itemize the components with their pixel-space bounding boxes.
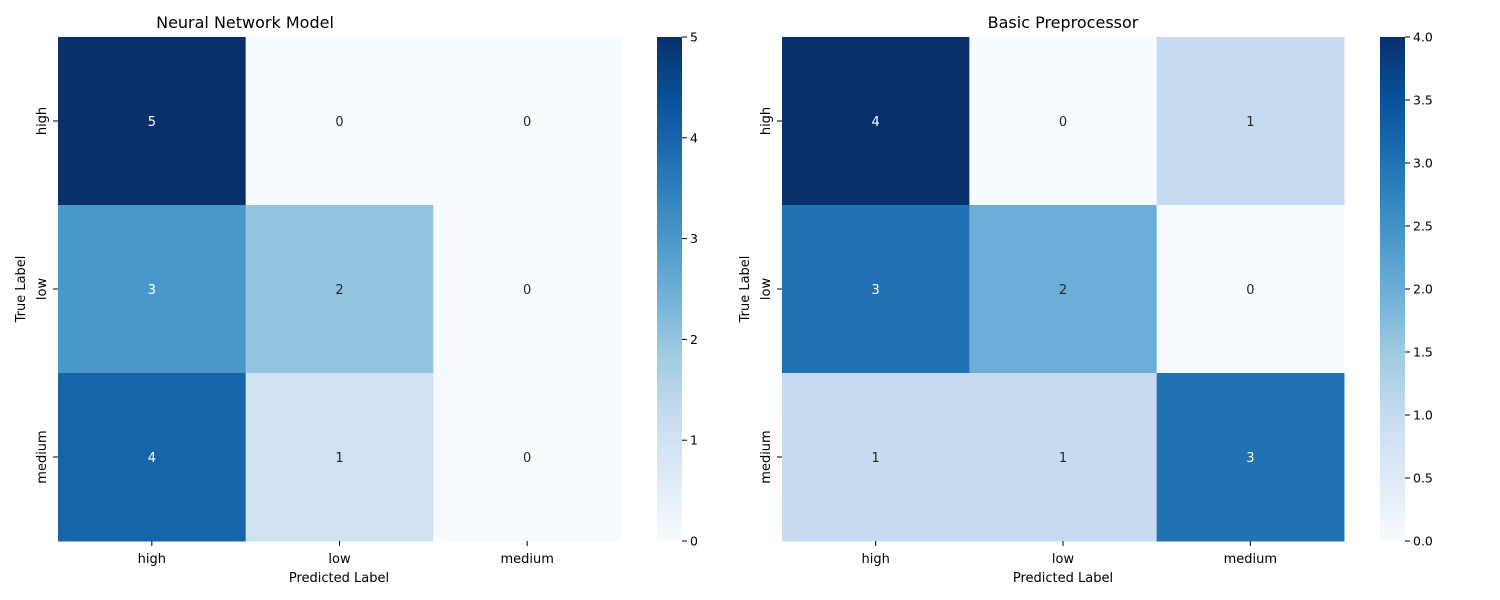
heatmap-cell	[1156, 205, 1345, 374]
heatmap-panel-basic-preprocessor: Basic Preprocessor 4 0 1 3 2 0 1 1 3 high low medi…	[738, 13, 1433, 586]
y-tick-label: medium	[35, 430, 50, 483]
cell-value-label: 2	[335, 283, 343, 298]
x-tick-label: medium	[500, 552, 553, 567]
colorbar-ticks: 0 1 2 3 4 5	[682, 30, 698, 549]
heatmap-cells: 4 0 1 3 2 0 1 1 3	[782, 37, 1345, 542]
y-axis-label: True Label	[738, 256, 753, 324]
heatmap-cell	[782, 37, 970, 206]
colorbar-tick-label: 1	[690, 433, 698, 448]
cell-value-label: 0	[523, 115, 531, 130]
heatmap-panel-neural-network: Neural Network Model 5 0 0 3 2 0 4 1 0 high low me…	[14, 13, 698, 586]
colorbar-tick-label: 4.0	[1413, 30, 1433, 45]
y-tick-label: high	[35, 107, 50, 135]
cell-value-label: 1	[335, 451, 343, 466]
x-axis-label: Predicted Label	[1013, 571, 1113, 586]
colorbar-tick-label: 1.0	[1413, 408, 1433, 423]
colorbar-tick-label: 2	[690, 332, 698, 347]
colorbar	[657, 37, 682, 541]
cell-value-label: 1	[1059, 451, 1067, 466]
heatmap-cell	[1156, 373, 1345, 542]
cell-value-label: 1	[1246, 115, 1254, 130]
cell-value-label: 3	[1246, 451, 1254, 466]
colorbar-tick-label: 5	[690, 30, 698, 45]
axis-ticks: high low medium high low medium	[759, 107, 1277, 567]
cell-value-label: 0	[523, 283, 531, 298]
heatmap-cell	[58, 205, 247, 374]
y-tick-label: high	[759, 107, 774, 135]
y-tick-label: medium	[759, 430, 774, 483]
x-axis-label: Predicted Label	[289, 571, 389, 586]
cell-value-label: 0	[523, 451, 531, 466]
heatmap-cell	[1156, 37, 1345, 206]
heatmap-cell	[433, 205, 622, 374]
heatmap-cell	[969, 37, 1158, 206]
heatmap-cell	[245, 205, 434, 374]
heatmap-cell	[433, 373, 622, 542]
chart-title: Basic Preprocessor	[988, 13, 1139, 32]
heatmap-cell	[969, 373, 1158, 542]
colorbar-tick-label: 0.0	[1413, 534, 1433, 549]
cell-value-label: 5	[148, 115, 156, 130]
colorbar-tick-label: 3.0	[1413, 156, 1433, 171]
axis-ticks: high low medium high low medium	[35, 107, 554, 567]
colorbar-tick-label: 3	[690, 231, 698, 246]
x-tick-label: low	[328, 552, 351, 567]
cell-value-label: 4	[148, 451, 156, 466]
heatmap-cell	[58, 37, 247, 206]
x-tick-label: low	[1052, 552, 1075, 567]
x-tick-label: high	[138, 552, 166, 567]
colorbar-tick-label: 0.5	[1413, 471, 1433, 486]
cell-value-label: 4	[872, 115, 880, 130]
cell-value-label: 0	[335, 115, 343, 130]
cell-value-label: 2	[1059, 283, 1067, 298]
chart-title: Neural Network Model	[156, 13, 334, 32]
colorbar-tick-label: 2.5	[1413, 219, 1433, 234]
cell-value-label: 3	[148, 283, 156, 298]
heatmap-cell	[245, 37, 434, 206]
y-tick-label: low	[35, 278, 50, 301]
heatmap-cell	[782, 205, 970, 374]
colorbar	[1380, 37, 1405, 541]
cell-value-label: 0	[1059, 115, 1067, 130]
heatmap-cell	[245, 373, 434, 542]
colorbar-tick-label: 4	[690, 130, 698, 145]
x-tick-label: medium	[1224, 552, 1277, 567]
heatmap-cell	[58, 373, 247, 542]
heatmap-cell	[969, 205, 1158, 374]
y-axis-label: True Label	[14, 256, 29, 324]
y-tick-label: low	[759, 278, 774, 301]
heatmap-cells: 5 0 0 3 2 0 4 1 0	[58, 37, 622, 542]
colorbar-tick-label: 2.0	[1413, 282, 1433, 297]
colorbar-ticks: 0.0 0.5 1.0 1.5 2.0 2.5 3.0 3.5 4.0	[1405, 30, 1433, 549]
colorbar-tick-label: 0	[690, 534, 698, 549]
colorbar-tick-label: 1.5	[1413, 345, 1433, 360]
cell-value-label: 3	[872, 283, 880, 298]
colorbar-tick-label: 3.5	[1413, 93, 1433, 108]
heatmap-cell	[433, 37, 622, 206]
cell-value-label: 1	[872, 451, 880, 466]
x-tick-label: high	[861, 552, 889, 567]
heatmap-cell	[782, 373, 970, 542]
cell-value-label: 0	[1246, 283, 1254, 298]
